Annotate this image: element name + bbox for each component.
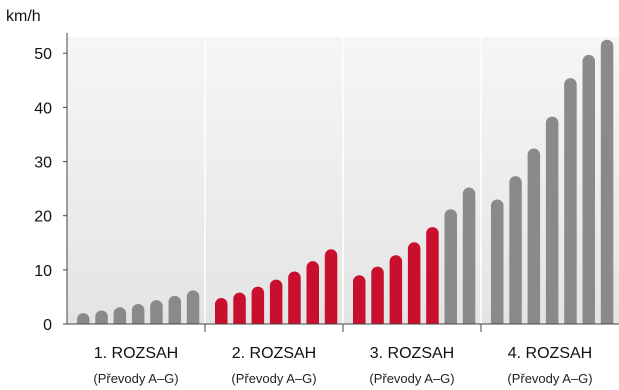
y-tick-label: 50 (34, 46, 52, 63)
bar (288, 271, 301, 324)
bar (389, 255, 403, 324)
bar (371, 266, 384, 324)
bar (582, 54, 595, 324)
bar (324, 249, 338, 324)
y-tick-label: 30 (34, 155, 52, 172)
bar (407, 242, 421, 324)
y-ticks: 0 10 20 30 40 50 (34, 46, 67, 334)
y-tick-label: 40 (34, 100, 52, 117)
y-tick-label: 20 (34, 209, 52, 226)
bar (113, 307, 127, 324)
bar (269, 279, 283, 324)
y-tick-label: 0 (43, 317, 52, 334)
group-sublabel: (Převody A–G) (369, 371, 454, 386)
bar (509, 176, 522, 324)
group-label: 3. ROZSAH (370, 345, 454, 362)
bar (131, 303, 145, 324)
bar (215, 298, 228, 324)
bar (527, 148, 541, 324)
bar (150, 300, 163, 324)
bars (77, 39, 614, 324)
bar (251, 286, 265, 324)
bar (462, 187, 476, 324)
bar (491, 199, 504, 324)
bar (564, 78, 577, 324)
group-label: 4. ROZSAH (508, 345, 592, 362)
bar (600, 39, 614, 324)
bar (168, 295, 181, 324)
group-sublabel: (Převody A–G) (231, 371, 316, 386)
group-dividers (204, 37, 482, 332)
group-label: 2. ROZSAH (232, 345, 316, 362)
bar (186, 290, 200, 324)
bar (444, 209, 457, 324)
group-sublabel: (Převody A–G) (507, 371, 592, 386)
bar (306, 261, 319, 324)
group-label: 1. ROZSAH (94, 345, 178, 362)
group-labels: 1. ROZSAH (Převody A–G) 2. ROZSAH (Převody … (93, 345, 592, 386)
y-tick-label: 10 (34, 263, 52, 280)
bar (426, 227, 439, 324)
bar (77, 313, 90, 324)
bar (353, 275, 366, 324)
bar (545, 116, 559, 324)
bar (95, 310, 108, 324)
y-axis-label: km/h (6, 8, 41, 25)
group-sublabel: (Převody A–G) (93, 371, 178, 386)
bar (233, 292, 246, 324)
